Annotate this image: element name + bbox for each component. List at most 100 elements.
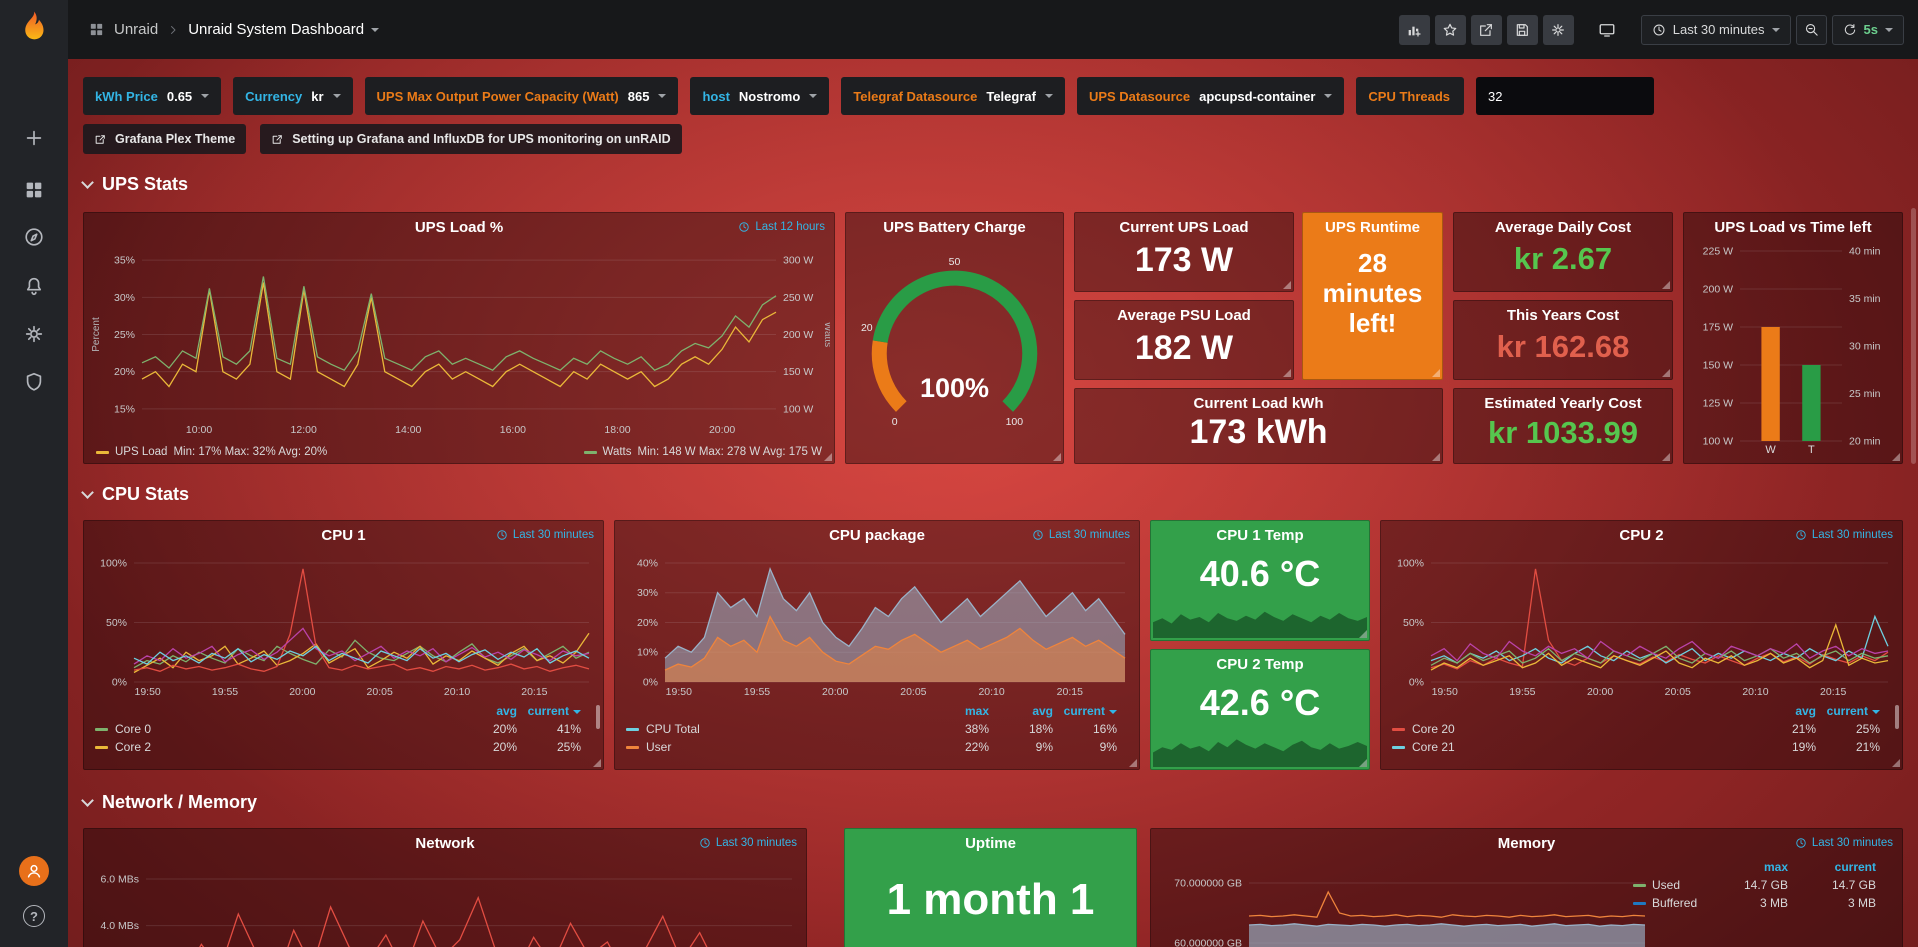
dashboards-icon[interactable] [23,179,45,201]
refresh-picker[interactable]: 5s [1831,14,1904,45]
panel-time-range[interactable]: Last 30 minutes [1032,529,1130,541]
resize-handle-icon[interactable] [1283,281,1291,289]
panel-title[interactable]: Average PSU Load [1117,307,1251,324]
star-button[interactable] [1434,14,1466,45]
panel-title[interactable]: Memory [1497,835,1556,852]
dashboard-scrollbar[interactable] [1911,208,1916,464]
panel-title[interactable]: Network [415,835,475,852]
panel-time-range[interactable]: Last 12 hours [738,221,825,233]
series-name[interactable]: Used [1652,878,1681,892]
resize-handle-icon[interactable] [824,453,832,461]
legend-header-current[interactable]: current [1064,703,1117,720]
cpu1-chart[interactable]: 0% 50% 100% 19:50 19:55 20:00 20:05 20:10 20:15 [88,549,599,699]
save-button[interactable] [1506,14,1538,45]
resize-handle-icon[interactable] [1129,759,1137,767]
legend-header-max[interactable]: max [1763,860,1788,874]
panel-title[interactable]: Uptime [965,835,1016,852]
section-ups-stats[interactable]: UPS Stats [81,174,188,195]
panel-title[interactable]: UPS Battery Charge [883,219,1026,236]
resize-handle-icon[interactable] [1892,453,1900,461]
series-name[interactable]: UPS Load [115,446,168,458]
resize-handle-icon[interactable] [1662,369,1670,377]
panel-title[interactable]: UPS Load vs Time left [1714,219,1872,236]
series-name[interactable]: Core 20 [1412,722,1455,736]
resize-handle-icon[interactable] [1359,630,1367,638]
section-cpu-stats[interactable]: CPU Stats [81,484,189,505]
breadcrumb-folder[interactable]: Unraid [114,21,159,38]
server-admin-shield-icon[interactable] [23,371,45,393]
kiosk-mode-button[interactable] [1592,15,1623,45]
alerting-bell-icon[interactable] [23,275,45,297]
panel-title[interactable]: This Years Cost [1506,307,1620,324]
resize-handle-icon[interactable] [593,759,601,767]
resize-handle-icon[interactable] [1892,759,1900,767]
panel-title[interactable]: CPU package [829,527,925,544]
legend-header-current[interactable]: current [528,703,581,720]
panel-title[interactable]: CPU 1 [321,527,366,544]
battery-gauge[interactable]: 0 20 50 100 100% [850,241,1059,457]
panel-title[interactable]: Current Load kWh [1193,395,1324,412]
legend-scrollbar[interactable] [1895,705,1899,729]
panel-title[interactable]: CPU 2 Temp [1216,656,1304,673]
panel-title[interactable]: UPS Runtime [1324,219,1420,236]
series-name[interactable]: Watts [602,446,632,458]
cpu-threads-input[interactable] [1476,77,1655,115]
resize-handle-icon[interactable] [1662,453,1670,461]
panel-title[interactable]: Average Daily Cost [1494,219,1632,236]
create-icon[interactable] [23,127,45,149]
ups-load-vs-time-chart[interactable]: 100 W 125 W 150 W 175 W 200 W 225 W 20 min 25 m… [1688,243,1898,457]
dashboard-settings-button[interactable] [1542,14,1574,45]
variable-currency[interactable]: Currency kr [233,77,353,115]
resize-handle-icon[interactable] [1053,453,1061,461]
legend-header-avg[interactable]: avg [496,704,517,718]
legend-header-current[interactable]: current [1834,860,1876,874]
ups-load-chart[interactable]: 15% 20% 25% 30% 35% 100 W 150 W 200 W 250 W 300 W… [88,241,830,437]
series-name[interactable]: Core 21 [1412,740,1455,754]
explore-icon[interactable] [23,226,45,248]
resize-handle-icon[interactable] [1432,369,1440,377]
panel-title[interactable]: CPU 1 Temp [1216,527,1304,544]
zoom-out-time-button[interactable] [1795,14,1827,45]
link-grafana-plex-theme[interactable]: Grafana Plex Theme [83,124,247,154]
series-name[interactable]: User [646,740,672,754]
series-name[interactable]: Buffered [1652,896,1698,910]
section-network-memory[interactable]: Network / Memory [81,792,257,813]
resize-handle-icon[interactable] [1662,281,1670,289]
resize-handle-icon[interactable] [1359,759,1367,767]
cpu2-chart[interactable]: 0% 50% 100% 19:50 19:55 20:00 20:05 20:10 20:15 [1385,549,1898,699]
add-panel-button[interactable] [1398,14,1430,45]
resize-handle-icon[interactable] [1283,369,1291,377]
legend-header-max[interactable]: max [964,704,989,718]
panel-time-range[interactable]: Last 30 minutes [496,529,594,541]
cpu-package-chart[interactable]: 0% 10% 20% 30% 40% 19:50 19:55 20:00 20:05 20:10 2… [619,549,1135,699]
share-button[interactable] [1470,14,1502,45]
series-name[interactable]: Core 0 [115,722,152,736]
help-icon[interactable]: ? [23,905,45,927]
link-ups-monitoring-guide[interactable]: Setting up Grafana and InfluxDB for UPS … [260,124,682,154]
panel-time-range[interactable]: Last 30 minutes [1795,529,1893,541]
legend-header-current[interactable]: current [1827,703,1880,720]
legend-header-avg[interactable]: avg [1032,704,1053,718]
variable-telegraf-datasource[interactable]: Telegraf Datasource Telegraf [841,77,1065,115]
panel-title[interactable]: CPU 2 [1619,527,1664,544]
panel-time-range[interactable]: Last 30 minutes [1795,837,1893,849]
resize-handle-icon[interactable] [1432,453,1440,461]
configuration-gear-icon[interactable] [23,323,45,345]
panel-time-range[interactable]: Last 30 minutes [699,837,797,849]
time-range-picker[interactable]: Last 30 minutes [1640,14,1791,45]
legend-scrollbar[interactable] [596,705,600,729]
legend-header-avg[interactable]: avg [1795,704,1816,718]
user-avatar[interactable] [19,856,49,886]
panel-title[interactable]: UPS Load % [414,219,504,236]
variable-host[interactable]: host Nostromo [690,77,830,115]
variable-ups-datasource[interactable]: UPS Datasource apcupsd-container [1076,77,1345,115]
panel-title[interactable]: Current UPS Load [1119,219,1249,236]
panel-title[interactable]: Estimated Yearly Cost [1484,395,1642,412]
grafana-logo-icon[interactable] [14,9,54,49]
series-name[interactable]: CPU Total [646,722,700,736]
series-name[interactable]: Core 2 [115,740,152,754]
variable-ups-max-output[interactable]: UPS Max Output Power Capacity (Watt) 865 [364,77,679,115]
variable-kwh-price[interactable]: kWh Price 0.65 [83,77,222,115]
